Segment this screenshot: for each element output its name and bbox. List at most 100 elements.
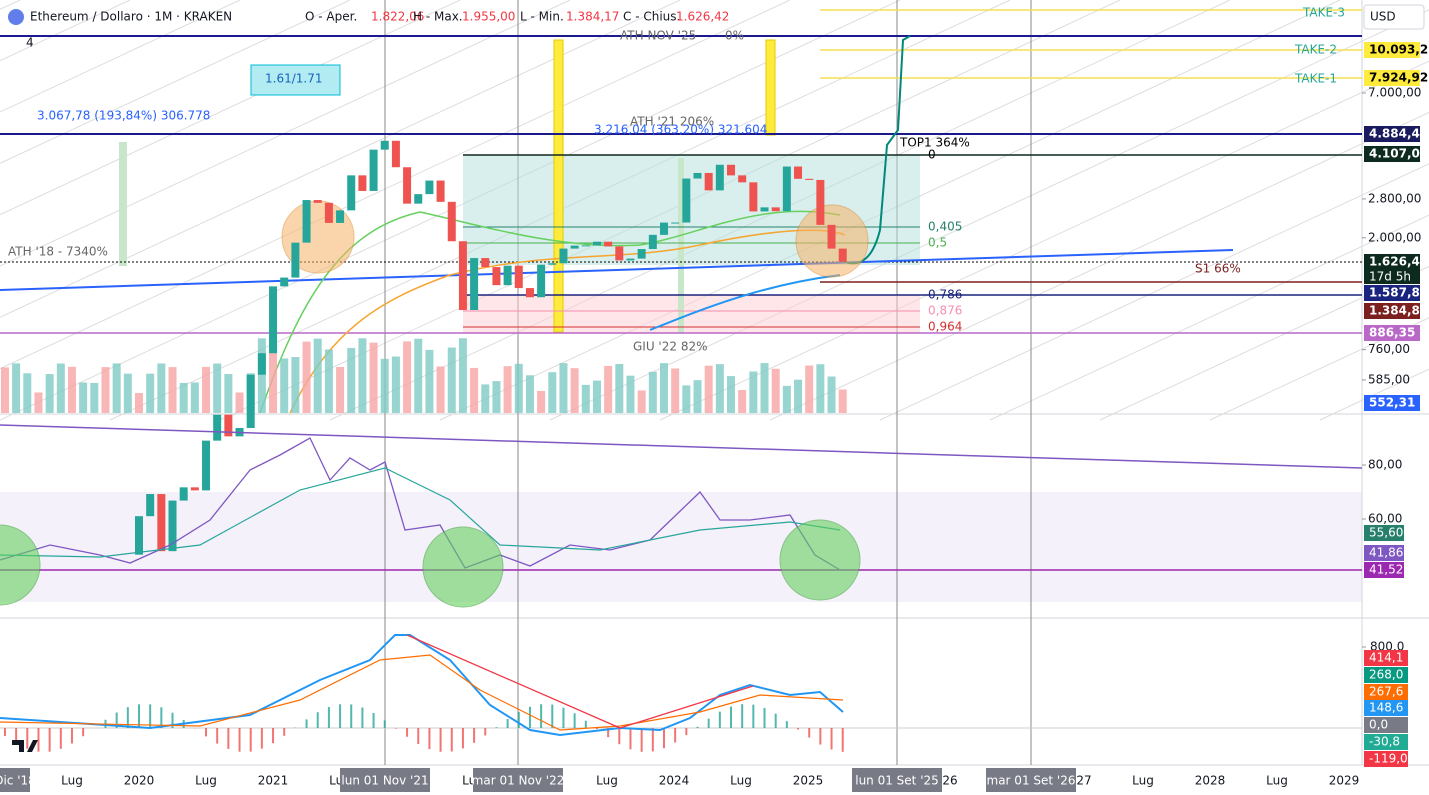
candle <box>347 175 356 211</box>
volume-bar <box>257 338 266 413</box>
macd-tag <box>1364 650 1408 666</box>
volume-bar <box>581 384 590 413</box>
macd-hist <box>730 706 733 728</box>
macd-hist <box>339 704 342 728</box>
macd-tag <box>1364 734 1408 750</box>
macd-tag <box>1364 684 1408 700</box>
volume-bar <box>135 393 143 413</box>
macd-hist <box>696 726 699 728</box>
macd-hist <box>249 728 252 752</box>
time-marker-box <box>986 768 1076 792</box>
candle <box>190 487 199 491</box>
rsi-band <box>0 492 1362 602</box>
macd-hist <box>752 704 755 728</box>
volume-bar <box>503 366 512 413</box>
fan-line <box>1099 265 1429 421</box>
volume-bar <box>56 363 65 413</box>
candle <box>592 241 601 246</box>
volume-bar <box>626 375 635 413</box>
candle <box>436 180 445 202</box>
time-label: Dic '18 <box>0 774 36 788</box>
time-label: 2021 <box>258 774 289 788</box>
time-marker-box <box>852 768 942 792</box>
macd-hist <box>562 707 565 728</box>
macd-hist <box>394 728 397 729</box>
price-tag-label: 1.587,87 <box>1369 286 1428 300</box>
volume-bar <box>794 379 803 413</box>
volume-bar <box>436 366 445 413</box>
volume-bar <box>481 384 490 413</box>
time-label: 26 <box>942 774 957 788</box>
price-tick-label: 7.000,00 <box>1368 86 1421 100</box>
candle <box>704 172 713 191</box>
macd-hist <box>797 728 800 730</box>
candle <box>391 140 400 168</box>
macd-tag <box>1364 667 1408 683</box>
candle <box>548 263 557 265</box>
header-text: 1.822,06 <box>371 10 424 24</box>
candle <box>715 164 724 191</box>
macd-hist <box>59 728 62 749</box>
annotation: 0,964 <box>928 320 962 334</box>
macd-hist <box>205 728 208 737</box>
time-label: mar 01 Set '26 <box>987 774 1076 788</box>
yellow-arrow <box>553 39 564 333</box>
annotation: 1.61/1.71 <box>265 72 322 86</box>
header-text: H - Max. <box>413 10 463 24</box>
volume-bar <box>492 381 501 413</box>
candle <box>380 140 389 150</box>
price-tag <box>1364 42 1420 58</box>
ma-green <box>259 210 841 414</box>
header-text: 1.626,42 <box>676 10 729 24</box>
candle <box>414 194 423 204</box>
rsi-tag-label: 41,86 <box>1369 546 1403 560</box>
volume-bar <box>738 389 747 413</box>
macd-hist <box>260 728 263 749</box>
time-label: 2028 <box>1195 774 1226 788</box>
rsi-tag <box>1364 545 1404 561</box>
volume-bar <box>782 385 791 413</box>
macd-hist <box>718 711 721 728</box>
green-arrow <box>119 142 127 266</box>
price-tag-label: 4.884,48 <box>1369 127 1428 141</box>
macd-hist <box>517 711 520 728</box>
volume-bar <box>45 374 54 413</box>
candle <box>257 353 266 375</box>
macd-hist <box>26 728 29 749</box>
candle <box>503 265 512 286</box>
volume-bar <box>190 382 199 413</box>
candle <box>403 167 412 204</box>
volume-bar <box>101 367 110 413</box>
volume-bar <box>123 373 132 413</box>
volume-bar <box>235 392 244 413</box>
macd-hist <box>115 712 118 728</box>
candle <box>637 249 646 259</box>
macd-hist <box>417 728 420 744</box>
macd-hist <box>406 728 409 737</box>
candle <box>324 202 333 223</box>
volume-bar <box>0 367 9 413</box>
countdown-bg <box>1364 270 1420 284</box>
volume-bar <box>704 365 713 413</box>
header-text: 1.955,00 <box>462 10 515 24</box>
macd-hist <box>674 728 677 743</box>
macd-hist <box>372 713 375 728</box>
price-tag <box>1364 254 1420 270</box>
macd-hist <box>149 704 152 728</box>
volume-bar <box>425 349 434 413</box>
time-label: 2029 <box>1329 774 1360 788</box>
macd-hist <box>607 728 610 738</box>
candle <box>838 248 847 262</box>
price-tag <box>1364 126 1420 142</box>
currency-button[interactable] <box>1363 4 1425 30</box>
volume-bar <box>313 338 322 413</box>
macd-tag-label: 268,0 <box>1369 668 1403 682</box>
candle <box>771 207 780 212</box>
macd-hist <box>573 713 576 728</box>
price-tick-label: 2.000,00 <box>1368 230 1421 244</box>
volume-bar <box>224 374 233 413</box>
candle <box>179 487 188 501</box>
volume-bar <box>805 365 814 413</box>
macd-hist <box>126 707 129 728</box>
candle <box>760 207 769 212</box>
